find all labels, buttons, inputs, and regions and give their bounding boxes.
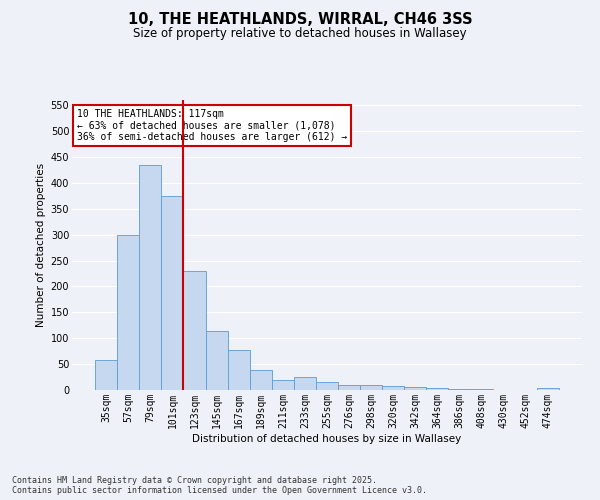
Bar [427, 388, 448, 390]
Bar [206, 332, 227, 390]
Text: 10, THE HEATHLANDS, WIRRAL, CH46 3SS: 10, THE HEATHLANDS, WIRRAL, CH46 3SS [128, 12, 472, 28]
Bar [117, 234, 139, 390]
Bar [184, 271, 206, 390]
Text: Contains HM Land Registry data © Crown copyright and database right 2025.
Contai: Contains HM Land Registry data © Crown c… [12, 476, 427, 495]
Bar [316, 382, 338, 390]
Text: Size of property relative to detached houses in Wallasey: Size of property relative to detached ho… [133, 28, 467, 40]
Bar [360, 385, 382, 390]
Y-axis label: Number of detached properties: Number of detached properties [37, 163, 46, 327]
Bar [404, 388, 427, 390]
Bar [338, 385, 360, 390]
Bar [250, 370, 272, 390]
Bar [448, 389, 470, 390]
Bar [95, 360, 117, 390]
Bar [227, 350, 250, 390]
Bar [294, 376, 316, 390]
Bar [272, 380, 294, 390]
Bar [139, 164, 161, 390]
Text: 10 THE HEATHLANDS: 117sqm
← 63% of detached houses are smaller (1,078)
36% of se: 10 THE HEATHLANDS: 117sqm ← 63% of detac… [77, 108, 347, 142]
Bar [537, 388, 559, 390]
Bar [382, 386, 404, 390]
X-axis label: Distribution of detached houses by size in Wallasey: Distribution of detached houses by size … [193, 434, 461, 444]
Bar [161, 196, 184, 390]
